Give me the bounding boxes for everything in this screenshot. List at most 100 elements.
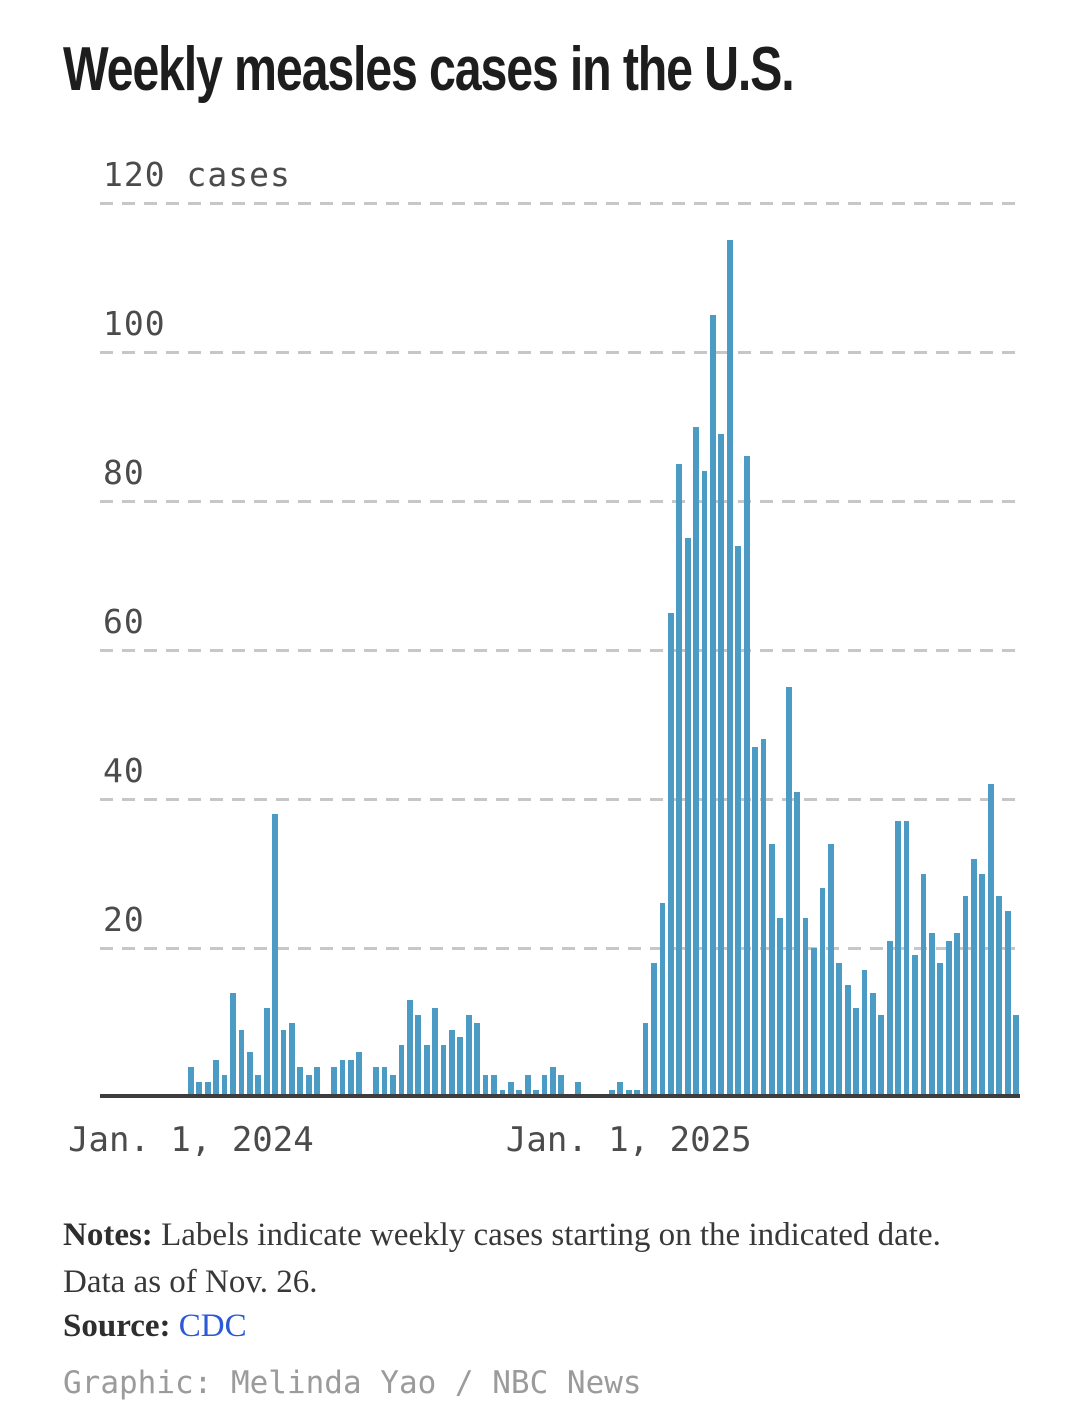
gridline-40 (100, 798, 1020, 801)
bar-week-71 (785, 687, 792, 1097)
bar-week-74 (811, 948, 817, 1097)
bar-week-53 (634, 1089, 641, 1097)
bar-week-28 (423, 1044, 430, 1097)
bar-week-66 (743, 456, 750, 1097)
source-label: Source: (63, 1308, 171, 1344)
bar-week-38 (507, 1082, 514, 1097)
bar-week-27 (415, 1015, 422, 1097)
y-axis-label-100: 100 (103, 304, 166, 343)
bar-week-44 (558, 1074, 565, 1097)
bar-week-42 (541, 1074, 548, 1097)
bar-week-13 (297, 1067, 304, 1097)
bar-week-2 (204, 1082, 211, 1097)
x-axis-line (100, 1094, 1020, 1098)
bar-week-3 (213, 1059, 220, 1097)
y-axis-label-80: 80 (103, 453, 145, 492)
y-axis-label-120: 120 cases (103, 155, 291, 194)
bar-week-96 (996, 895, 1003, 1097)
bar-week-93 (971, 858, 977, 1097)
bar-week-65 (735, 545, 742, 1097)
y-axis-label-20: 20 (103, 900, 145, 939)
bar-week-80 (861, 970, 868, 1097)
bar-week-24 (390, 1074, 396, 1097)
gridline-60 (100, 649, 1020, 652)
bar-week-22 (373, 1067, 380, 1097)
y-axis-label-60: 60 (103, 602, 145, 641)
bar-week-91 (954, 933, 961, 1097)
bar-week-29 (432, 1007, 438, 1097)
bar-week-4 (221, 1074, 228, 1097)
bar-week-10 (272, 813, 278, 1097)
bar-week-39 (516, 1089, 523, 1097)
credit-line: Graphic: Melinda Yao / NBC News (63, 1365, 642, 1401)
bar-week-50 (609, 1089, 615, 1097)
bar-week-97 (1004, 910, 1011, 1097)
bar-week-60 (693, 426, 699, 1097)
bar-week-33 (465, 1015, 472, 1097)
bar-week-26 (406, 1000, 413, 1097)
bar-week-11 (280, 1029, 287, 1097)
chart-notes: Notes: Labels indicate weekly cases star… (63, 1212, 963, 1306)
bar-week-40 (524, 1074, 531, 1097)
source-link-cdc[interactable]: CDC (178, 1308, 247, 1344)
bar-week-77 (836, 962, 843, 1097)
bar-week-34 (474, 1022, 481, 1097)
bar-week-51 (617, 1082, 624, 1097)
notes-text: Labels indicate weekly cases starting on… (63, 1217, 941, 1300)
bar-week-25 (398, 1044, 405, 1097)
gridline-100 (100, 351, 1020, 354)
bar-week-86 (912, 955, 918, 1097)
bar-week-88 (928, 933, 935, 1097)
gridline-80 (100, 500, 1020, 503)
bar-week-37 (499, 1089, 506, 1097)
bar-week-68 (760, 739, 767, 1097)
bar-week-75 (819, 888, 826, 1097)
bar-week-85 (903, 821, 910, 1097)
bar-week-61 (701, 471, 708, 1097)
bar-week-79 (853, 1007, 859, 1097)
bar-week-84 (895, 821, 902, 1097)
bar-week-23 (381, 1067, 388, 1097)
bar-week-64 (726, 240, 733, 1097)
y-axis-label-40: 40 (103, 751, 145, 790)
bar-week-31 (449, 1029, 455, 1097)
bar-week-36 (491, 1074, 497, 1097)
gridline-120 (100, 202, 1020, 205)
bar-week-0 (188, 1067, 194, 1097)
bar-week-78 (844, 985, 851, 1097)
bar-week-57 (667, 612, 674, 1097)
bar-week-17 (331, 1067, 337, 1097)
bar-week-5 (230, 992, 236, 1097)
chart-title: Weekly measles cases in the U.S. (63, 35, 795, 104)
bar-week-55 (651, 962, 657, 1097)
notes-label: Notes: (63, 1217, 153, 1253)
bar-week-70 (777, 918, 784, 1097)
bar-week-82 (878, 1015, 885, 1097)
bar-week-81 (870, 992, 876, 1097)
bar-week-43 (550, 1067, 556, 1097)
bar-week-6 (238, 1029, 245, 1097)
bar-week-41 (533, 1089, 540, 1097)
gridline-20 (100, 947, 1020, 950)
bar-week-12 (289, 1022, 295, 1097)
bar-week-98 (1013, 1015, 1019, 1097)
bar-week-54 (642, 1022, 649, 1097)
bar-week-69 (768, 843, 775, 1097)
bar-week-59 (684, 538, 691, 1097)
bar-week-52 (625, 1089, 632, 1097)
bar-week-8 (255, 1074, 262, 1097)
bar-week-14 (305, 1074, 312, 1097)
bar-week-83 (886, 940, 893, 1097)
plot-area: 120 cases 100 80 60 40 20 (100, 155, 1020, 1098)
bar-week-9 (263, 1007, 270, 1097)
bar-week-56 (659, 903, 666, 1097)
bar-week-95 (987, 784, 994, 1097)
bar-week-94 (979, 873, 986, 1097)
chart-source: Source: CDC (63, 1308, 247, 1345)
bar-week-35 (482, 1074, 489, 1097)
bar-week-58 (676, 463, 683, 1097)
bar-week-1 (196, 1082, 203, 1097)
x-axis-label-2025: Jan. 1, 2025 (505, 1120, 752, 1160)
bar-week-30 (440, 1044, 447, 1097)
bar-week-62 (710, 314, 716, 1097)
